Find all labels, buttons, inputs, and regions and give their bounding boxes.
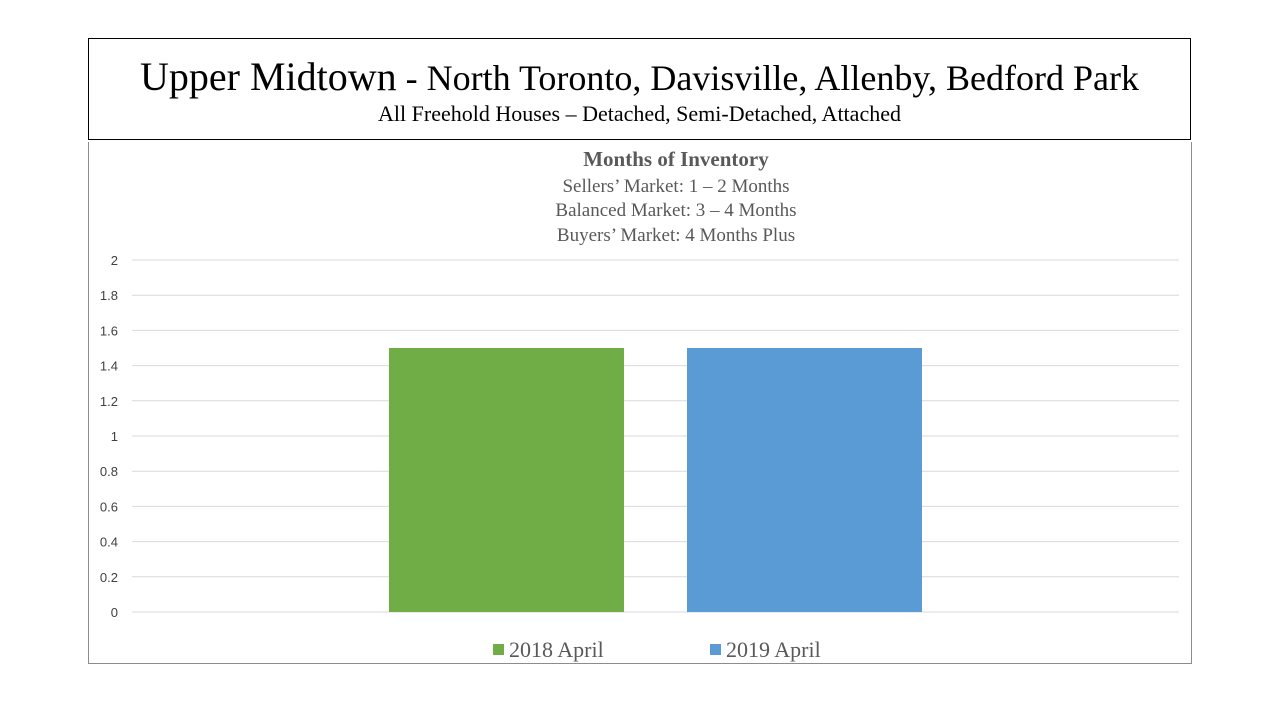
bars <box>389 348 922 612</box>
page-title: Upper Midtown - North Toronto, Davisvill… <box>89 53 1190 102</box>
bar-series-1 <box>687 348 922 612</box>
chart-subtitle-balanced: Balanced Market: 3 – 4 Months <box>555 200 796 221</box>
y-tick-label: 2 <box>111 253 118 268</box>
grid-lines <box>132 259 1179 613</box>
y-tick-label: 1.4 <box>100 359 118 374</box>
chart-svg: Months of Inventory Sellers’ Market: 1 –… <box>100 147 1179 662</box>
legend: 2018 April 2019 April <box>493 637 821 662</box>
legend-swatch-1 <box>710 644 721 655</box>
y-tick-label: 0.8 <box>100 464 118 479</box>
legend-label-0: 2018 April <box>509 637 604 662</box>
y-tick-label: 1 <box>111 429 118 444</box>
chart-subtitle-buyers: Buyers’ Market: 4 Months Plus <box>557 225 795 246</box>
y-tick-label: 1.6 <box>100 323 118 338</box>
y-tick-label: 0.4 <box>100 535 118 550</box>
chart-title: Months of Inventory <box>583 147 769 171</box>
legend-swatch-0 <box>493 644 504 655</box>
page-subtitle: All Freehold Houses – Detached, Semi-Det… <box>378 101 901 126</box>
legend-label-1: 2019 April <box>726 637 821 662</box>
y-tick-label: 0 <box>111 605 118 620</box>
y-tick-label: 1.8 <box>100 288 118 303</box>
page-title-suffix: - North Toronto, Davisville, Allenby, Be… <box>396 58 1140 98</box>
bar-series-0 <box>389 348 624 612</box>
y-tick-label: 1.2 <box>100 394 118 409</box>
y-tick-label: 0.2 <box>100 570 118 585</box>
header-box: Upper Midtown - North Toronto, Davisvill… <box>88 38 1191 140</box>
page-title-main: Upper Midtown <box>139 54 397 99</box>
y-axis-ticks: 0 0.2 0.4 0.6 0.8 1 1.2 1.4 1.6 1.8 2 <box>100 253 118 620</box>
chart-subtitle-sellers: Sellers’ Market: 1 – 2 Months <box>562 176 789 197</box>
y-tick-label: 0.6 <box>100 499 118 514</box>
chart-area: Months of Inventory Sellers’ Market: 1 –… <box>88 142 1192 664</box>
